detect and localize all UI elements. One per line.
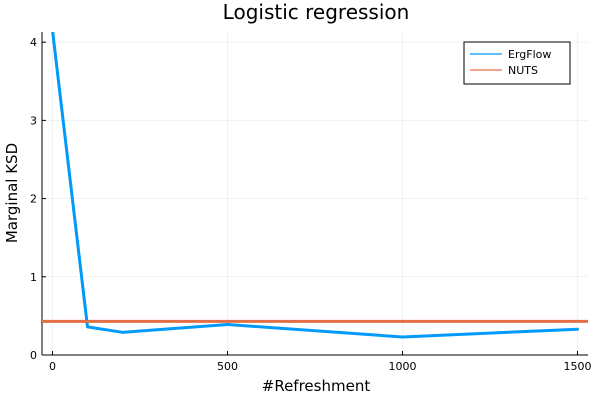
y-axis-label: Marginal KSD [3,143,21,243]
x-tick-label: 1000 [389,360,417,373]
legend-label-ergflow: ErgFlow [508,48,551,61]
y-tick-label: 4 [30,36,37,49]
y-tick-label: 3 [30,114,37,127]
x-tick-label: 0 [49,360,56,373]
x-tick-label: 1500 [564,360,592,373]
legend: ErgFlow NUTS [463,41,571,85]
y-tick-label: 2 [30,193,37,206]
chart-title: Logistic regression [223,0,410,24]
x-tick-label: 500 [217,360,238,373]
legend-box [463,41,571,85]
series-layer [42,32,588,339]
legend-label-nuts: NUTS [508,64,538,77]
axes: 0 500 1000 1500 0 1 2 3 4 [30,32,592,373]
series-line-ergflow [51,32,579,339]
x-axis-label: #Refreshment [262,377,371,395]
y-tick-label: 1 [30,271,37,284]
y-tick-label: 0 [30,349,37,362]
